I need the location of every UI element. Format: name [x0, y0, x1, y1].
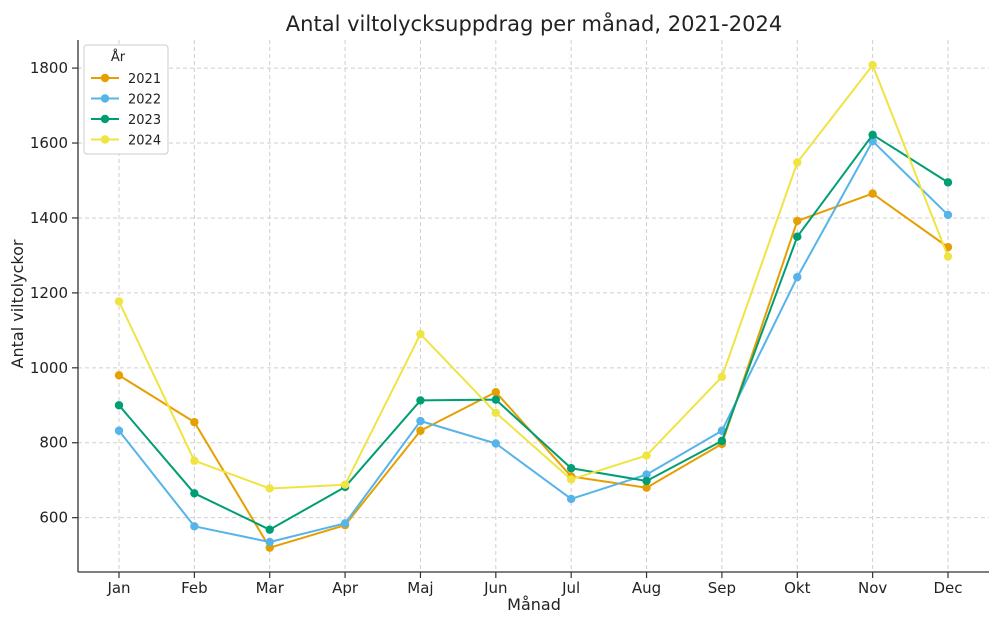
series-line-2024 [118, 64, 949, 490]
data-point-2023-Jan [114, 401, 124, 410]
grid-layer [78, 40, 989, 572]
data-point-2024-Maj [416, 329, 425, 339]
series-line-2021 [118, 192, 949, 549]
series-line-2022 [118, 140, 949, 544]
data-point-2022-Dec [943, 210, 953, 220]
legend-box [83, 44, 169, 155]
data-point-2023-Jul [566, 464, 576, 473]
x-tick-label: Nov [858, 579, 887, 597]
data-point-2024-Jul [566, 475, 576, 484]
legend-swatch-marker-2022 [100, 94, 110, 103]
data-point-2022-Maj [416, 416, 425, 426]
data-point-2024-Feb [190, 456, 199, 465]
y-tick-label: 1200 [30, 284, 68, 302]
x-tick-label: Apr [332, 579, 359, 597]
data-point-2023-Maj [416, 396, 425, 405]
x-tick-label: Okt [784, 579, 810, 597]
x-tick-label: Jul [561, 579, 580, 597]
series-2022 [114, 136, 953, 547]
x-tick-label: Sep [708, 579, 736, 597]
data-point-2023-Jun [491, 395, 501, 404]
data-point-2022-Jul [566, 494, 576, 504]
data-point-2021-Okt [793, 216, 802, 226]
data-point-2022-Jun [491, 439, 501, 448]
data-point-2023-Dec [943, 178, 953, 187]
legend-swatch-marker-2021 [100, 73, 110, 83]
data-point-2022-Apr [340, 519, 350, 528]
data-point-2021-Jan [114, 371, 124, 380]
legend-label-2021: 2021 [128, 72, 161, 87]
data-point-2024-Aug [642, 451, 651, 460]
data-point-2021-Aug [642, 483, 651, 492]
data-point-2024-Jun [491, 408, 501, 417]
y-axis-title: Antal viltolyckor [8, 239, 27, 368]
legend-swatch-marker-2024 [100, 135, 110, 144]
x-tick-label: Aug [632, 579, 661, 597]
x-tick-label: Mar [256, 579, 285, 597]
series-2021 [114, 189, 953, 552]
x-tick-label: Maj [407, 579, 433, 597]
data-point-2023-Feb [190, 489, 199, 498]
series-line-2023 [118, 133, 949, 531]
data-point-2021-Nov [868, 189, 877, 198]
legend-label-2023: 2023 [128, 113, 161, 128]
data-point-2024-Sep [717, 372, 727, 382]
x-axis-title: Månad [507, 595, 561, 614]
data-point-2023-Nov [868, 130, 877, 139]
series-2024 [114, 60, 953, 493]
data-point-2024-Apr [340, 480, 350, 489]
chart-title: Antal viltolycksuppdrag per månad, 2021-… [286, 11, 782, 36]
y-tick-label: 800 [39, 434, 68, 452]
data-point-2021-Feb [190, 417, 199, 427]
legend-title: År [111, 49, 126, 65]
data-point-2022-Mar [265, 537, 274, 547]
data-point-2022-Jan [114, 426, 124, 435]
axes-layer: Jan Feb Mar Apr Maj Jun Jul Aug Sep Okt Nov Dec 600 8… [30, 40, 989, 597]
data-point-2022-Aug [642, 470, 651, 479]
x-tick-label: Jan [106, 579, 130, 597]
data-point-2022-Feb [190, 522, 199, 531]
data-point-2024-Jan [114, 297, 124, 306]
legend-label-2022: 2022 [128, 93, 161, 108]
data-point-2021-Jun [491, 387, 501, 397]
data-point-2023-Sep [717, 436, 727, 446]
x-tick-label: Feb [181, 579, 208, 597]
series-2023 [114, 130, 953, 534]
legend-swatch-marker-2023 [100, 114, 110, 124]
x-tick-label: Dec [933, 579, 962, 597]
data-point-2023-Aug [642, 476, 651, 486]
legend-label-2024: 2024 [128, 134, 161, 149]
y-tick-label: 1600 [30, 134, 68, 152]
data-point-2022-Okt [793, 272, 802, 282]
data-point-2024-Dec [943, 252, 953, 261]
data-point-2024-Mar [265, 484, 274, 493]
y-tick-label: 1800 [30, 59, 68, 77]
y-tick-label: 1000 [30, 359, 68, 377]
y-tick-label: 600 [39, 509, 68, 527]
data-point-2024-Okt [793, 158, 802, 167]
data-point-2024-Nov [868, 60, 877, 70]
data-point-2021-Maj [416, 426, 425, 435]
y-tick-label: 1400 [30, 209, 68, 227]
x-tick-label: Jun [483, 579, 507, 597]
data-point-2023-Mar [265, 525, 274, 534]
data-point-2023-Okt [793, 232, 802, 241]
series-layer [114, 60, 953, 552]
